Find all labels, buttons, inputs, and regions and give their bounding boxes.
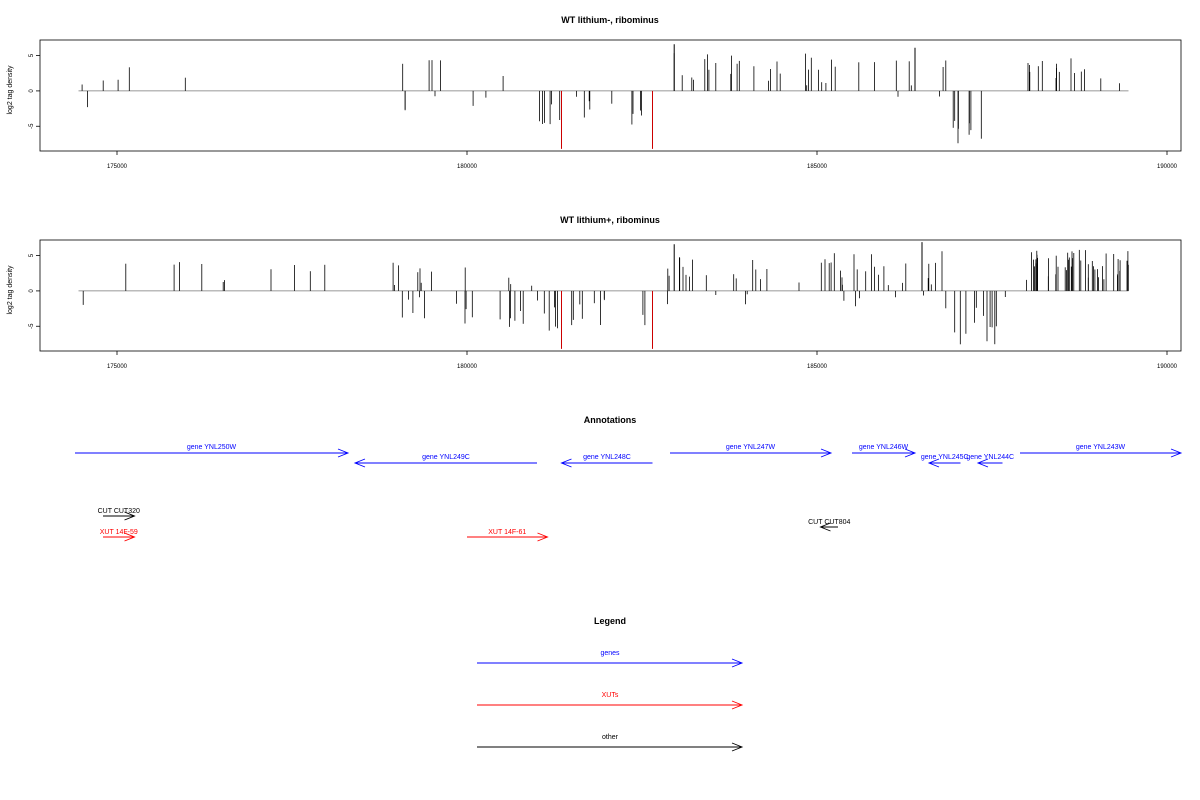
annotation-marks: gene YNL250W gene YNL249C gene YNL248C gene… bbox=[75, 444, 1183, 542]
gene-label: gene YNL249C bbox=[422, 454, 470, 461]
chart-title: WT lithium+, ribominus bbox=[560, 215, 660, 225]
chart-panel-lithium-minus: WT lithium-, ribominus log2 tag density … bbox=[7, 15, 1182, 170]
x-tick-label: 175000 bbox=[107, 164, 128, 170]
gene-arrow-arrowhead bbox=[904, 448, 917, 458]
other-arrow-arrowhead bbox=[124, 511, 136, 521]
legend-arrow-arrowhead bbox=[731, 658, 744, 668]
y-tick-label: -5 bbox=[29, 123, 35, 129]
bar-marks bbox=[78, 44, 1129, 149]
legend-item-label: XUTs bbox=[602, 692, 619, 699]
gene-arrow-arrowhead bbox=[560, 458, 572, 468]
chart-panel-lithium-plus: WT lithium+, ribominus log2 tag density … bbox=[7, 215, 1182, 370]
xut-label: XUT 14F-61 bbox=[488, 529, 526, 536]
bar-marks bbox=[78, 242, 1129, 349]
x-tick-label: 180000 bbox=[457, 364, 478, 370]
legend-item-label: genes bbox=[600, 650, 620, 657]
y-tick-label: 5 bbox=[29, 53, 35, 57]
legend-items: genes XUTs other bbox=[477, 650, 744, 752]
y-tick-label: 0 bbox=[29, 289, 35, 293]
gene-label: gene YNL246W bbox=[859, 444, 909, 451]
legend-title: Legend bbox=[594, 616, 626, 626]
xut-arrow-arrowhead bbox=[537, 532, 549, 542]
annotations-title: Annotations bbox=[584, 415, 637, 425]
other-arrow-arrowhead bbox=[819, 522, 831, 532]
plot-frame bbox=[39, 39, 1182, 152]
legend-arrow-arrowhead bbox=[731, 742, 744, 752]
axes: 175000 180000 185000 190000 -5 0 5 bbox=[29, 53, 1178, 170]
gene-label: gene YNL248C bbox=[583, 454, 631, 461]
x-tick-label: 185000 bbox=[807, 164, 828, 170]
legend-item-label: other bbox=[602, 734, 619, 741]
chart-title: WT lithium-, ribominus bbox=[561, 15, 659, 25]
xut-arrow-arrowhead bbox=[124, 532, 136, 542]
x-tick-label: 180000 bbox=[457, 164, 478, 170]
gene-label: gene YNL250W bbox=[187, 444, 237, 451]
y-tick-label: 0 bbox=[29, 89, 35, 93]
x-tick-label: 185000 bbox=[807, 364, 828, 370]
gene-label: gene YNL245C bbox=[921, 454, 969, 461]
y-axis-label: log2 tag density bbox=[7, 265, 14, 315]
xut-label: XUT 14F-59 bbox=[100, 529, 138, 536]
y-axis-label: log2 tag density bbox=[7, 65, 14, 115]
gene-arrow-arrowhead bbox=[353, 458, 366, 468]
gene-label: gene YNL243W bbox=[1076, 444, 1126, 451]
gene-arrow-arrowhead bbox=[337, 448, 350, 458]
gene-label: gene YNL244C bbox=[966, 454, 1014, 461]
axes: 175000 180000 185000 190000 -5 0 5 bbox=[29, 253, 1178, 370]
legend-arrow-arrowhead bbox=[731, 700, 744, 710]
plot-frame bbox=[39, 239, 1182, 352]
y-tick-label: 5 bbox=[29, 253, 35, 257]
other-label: CUT CUT804 bbox=[808, 519, 850, 526]
x-tick-label: 190000 bbox=[1157, 164, 1178, 170]
gene-arrow-arrowhead bbox=[1170, 448, 1183, 458]
legend: Legend genes XUTs other bbox=[477, 616, 744, 752]
gene-arrow-arrowhead bbox=[976, 458, 989, 468]
gene-arrow-arrowhead bbox=[820, 448, 833, 458]
x-tick-label: 190000 bbox=[1157, 364, 1178, 370]
y-tick-label: -5 bbox=[29, 323, 35, 329]
x-tick-label: 175000 bbox=[107, 364, 128, 370]
other-label: CUT CUT320 bbox=[98, 508, 140, 515]
gene-arrow-arrowhead bbox=[927, 458, 940, 468]
gene-label: gene YNL247W bbox=[726, 444, 776, 451]
